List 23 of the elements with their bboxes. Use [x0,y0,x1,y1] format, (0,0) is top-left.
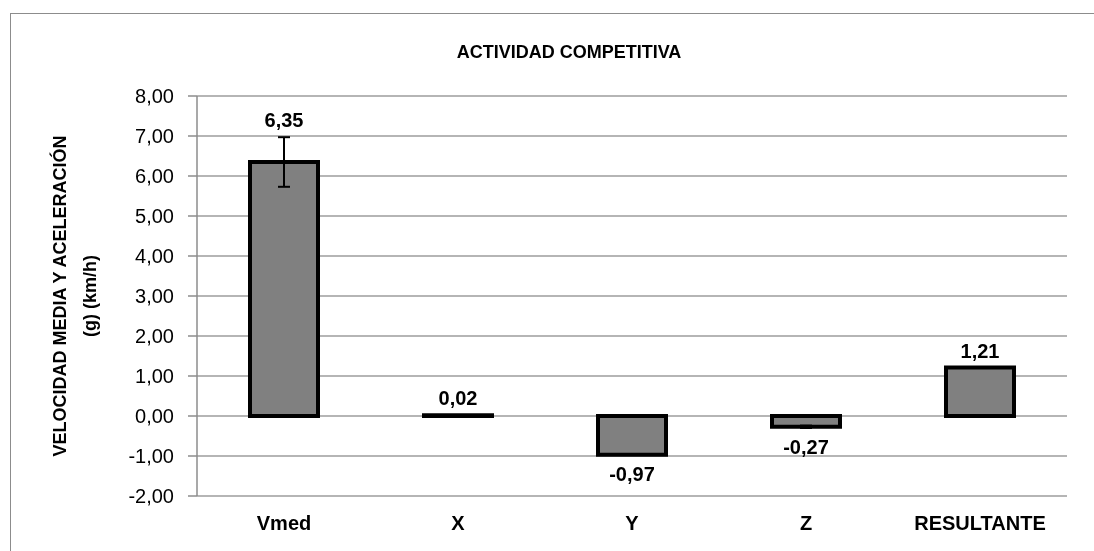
x-tick-label: Vmed [256,512,312,535]
y-tick-label: 8,00 [135,85,174,108]
x-tick-label: Z [799,512,813,535]
x-tick-label: Y [625,512,640,535]
y-tick-label: 2,00 [135,325,174,348]
y-tick-label: 7,00 [135,125,174,148]
x-tick-label: RESULTANTE [914,512,1046,535]
y-tick-label: 4,00 [135,245,174,268]
data-label: 1,21 [960,339,1000,362]
y-tick-label: 6,00 [135,165,174,188]
y-axis-title: VELOCIDAD MEDIA Y ACELERACIÓN (g) (km/h) [49,135,100,457]
data-label: -0,97 [609,463,655,486]
y-tick-label: 0,00 [135,405,174,428]
chart-title: ACTIVIDAD COMPETITIVA [455,41,683,63]
data-label: 6,35 [264,109,304,132]
data-label: -0,27 [783,436,829,459]
y-tick-label: 3,00 [135,285,174,308]
y-tick-label: -1,00 [128,445,174,468]
y-tick-label: -2,00 [128,485,174,508]
y-tick-label: 1,00 [135,365,174,388]
data-label: 0,02 [438,387,478,410]
y-tick-label: 5,00 [135,205,174,228]
x-tick-label: X [451,512,466,535]
